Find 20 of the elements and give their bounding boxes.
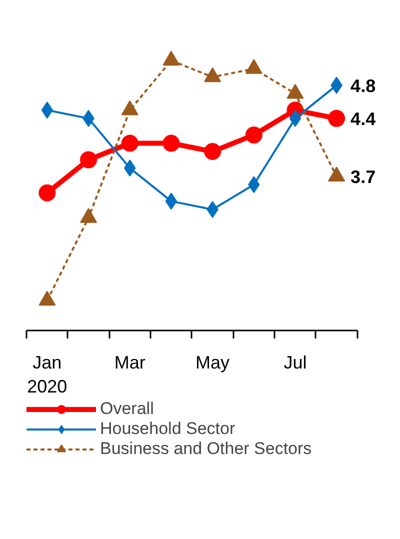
x-tick-label: Jul	[284, 352, 307, 372]
data-label: 4.4	[350, 108, 376, 129]
x-tick-label: Mar	[114, 352, 146, 372]
point	[41, 102, 54, 119]
point	[328, 110, 346, 127]
x-tick-label: May	[196, 352, 230, 372]
point	[80, 151, 98, 168]
legend-label: Business and Other Sectors	[100, 439, 312, 459]
point	[162, 134, 180, 152]
point	[204, 143, 222, 160]
point	[38, 184, 56, 202]
data-label: 3.7	[350, 166, 376, 187]
point	[165, 192, 178, 210]
legend-label: Overall	[100, 399, 154, 419]
data-label: 4.8	[350, 76, 376, 96]
point	[245, 126, 262, 144]
point	[121, 134, 138, 152]
legend-label: Household Sector	[100, 419, 236, 439]
point	[289, 110, 302, 127]
x-tick-label: Jan 2020	[27, 352, 68, 396]
